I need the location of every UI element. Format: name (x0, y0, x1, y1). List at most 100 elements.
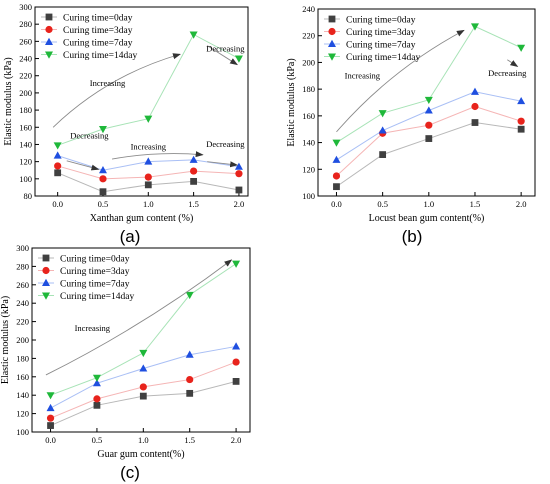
data-point (332, 155, 341, 163)
x-tick-label: 2.0 (516, 199, 527, 209)
data-point (517, 125, 525, 133)
data-point (93, 395, 101, 403)
panel-label-b: (b) (402, 227, 423, 246)
panel-label-c: (c) (120, 463, 140, 482)
legend-label: Curing time=3day (60, 267, 130, 277)
x-tick-label: 0.0 (52, 199, 63, 209)
data-point (425, 121, 433, 129)
annotation-text: Decreasing (488, 68, 527, 78)
panel-label-a: (a) (120, 227, 141, 246)
data-point (234, 162, 243, 170)
data-point (332, 172, 341, 180)
y-tick-label: 80 (24, 191, 33, 201)
annotation-text: Decreasing (206, 139, 245, 149)
legend-marker (45, 51, 53, 59)
chart-panel-a: 80 100 120 140 160 180 200 220 240 260 280 300 0.0 0.… (3, 2, 249, 224)
data-point (98, 125, 107, 134)
x-tick-label: 0.5 (98, 199, 109, 209)
data-point (378, 126, 387, 134)
legend-label: Curing time=0day (63, 14, 133, 24)
data-point (144, 173, 152, 181)
data-point (144, 157, 153, 165)
data-point (53, 151, 62, 159)
data-point (144, 181, 152, 189)
y-tick-label: 300 (16, 243, 29, 253)
plot-frame (34, 6, 249, 197)
data-point (232, 378, 240, 385)
data-point (424, 96, 433, 105)
data-point (425, 135, 433, 142)
y-tick-label: 240 (16, 298, 29, 308)
x-tick-label: 0.5 (92, 435, 103, 445)
x-tick-label: 2.0 (231, 435, 242, 445)
x-axis-label: Guar gum content(%) (97, 449, 184, 460)
y-tick-label: 140 (302, 138, 315, 148)
x-tick-label: 1.0 (143, 199, 154, 209)
data-point (379, 151, 387, 158)
annotation-text: Increasing (75, 323, 111, 333)
x-axis-label: Xanthan gum content (%) (90, 213, 194, 224)
data-point (517, 117, 525, 125)
data-point (54, 169, 62, 177)
trend-arrow (206, 45, 238, 66)
y-tick-label: 100 (302, 191, 315, 201)
y-tick-label: 220 (19, 71, 32, 81)
data-point (517, 96, 526, 105)
y-tick-label: 200 (16, 335, 29, 345)
legend-marker (328, 53, 336, 61)
y-tick-label: 200 (19, 88, 32, 98)
annotation-text: Increasing (131, 142, 167, 152)
data-point (185, 291, 194, 300)
data-point (186, 375, 194, 384)
x-tick-label: 0.5 (377, 199, 388, 209)
data-point (470, 87, 479, 95)
data-point (232, 342, 241, 350)
data-point (332, 139, 341, 147)
y-tick-label: 120 (19, 157, 32, 167)
data-point (46, 414, 55, 422)
trend-arrow (52, 53, 181, 128)
data-point (378, 110, 387, 118)
legend-label: Curing time=0day (60, 255, 130, 265)
chart-panel-b: 100 120 140 160 180 200 220 240 0.0 0.5 1.0 1.5 2.0 L… (286, 4, 536, 224)
data-point (333, 183, 340, 191)
data-point (99, 175, 107, 183)
annotation-text: Decreasing (206, 44, 245, 54)
legend-label: Curing time=7day (63, 39, 133, 49)
plot-frame (317, 8, 536, 197)
legend-label: Curing time=14day (346, 53, 420, 63)
legend-label: Curing time=14day (60, 292, 134, 302)
y-axis-label: Elastic modulus (kPa) (286, 58, 297, 146)
annotation-text: Increasing (90, 78, 126, 88)
y-tick-label: 120 (16, 409, 29, 419)
data-point (232, 260, 241, 268)
y-tick-label: 120 (302, 164, 315, 174)
legend-label: Curing time=7day (346, 41, 416, 51)
legend-marker (42, 254, 50, 262)
y-tick-label: 100 (16, 427, 29, 437)
y-tick-label: 160 (16, 372, 29, 382)
legend-marker (42, 278, 50, 286)
trend-arrow (45, 259, 233, 376)
legend-marker (45, 37, 53, 45)
y-tick-label: 220 (302, 31, 315, 41)
data-point (53, 142, 62, 150)
legend-marker (42, 292, 50, 300)
x-tick-label: 0.0 (331, 199, 342, 209)
x-tick-label: 2.0 (234, 199, 245, 209)
data-point (98, 166, 107, 174)
y-tick-label: 280 (19, 19, 32, 29)
y-tick-label: 240 (19, 54, 32, 64)
chart-panel-c: 100 120 140 160 180 200 220 240 260 280 300 0.0 0.5 1… (0, 243, 251, 460)
data-point (232, 358, 240, 366)
legend-marker (45, 13, 53, 21)
legend-marker (328, 15, 336, 23)
y-tick-label: 240 (302, 4, 315, 14)
data-point (189, 155, 198, 163)
trend-arrow (336, 29, 465, 133)
data-point (189, 31, 198, 39)
data-point (471, 119, 479, 126)
y-tick-label: 260 (16, 280, 29, 290)
x-tick-label: 1.5 (188, 199, 199, 209)
